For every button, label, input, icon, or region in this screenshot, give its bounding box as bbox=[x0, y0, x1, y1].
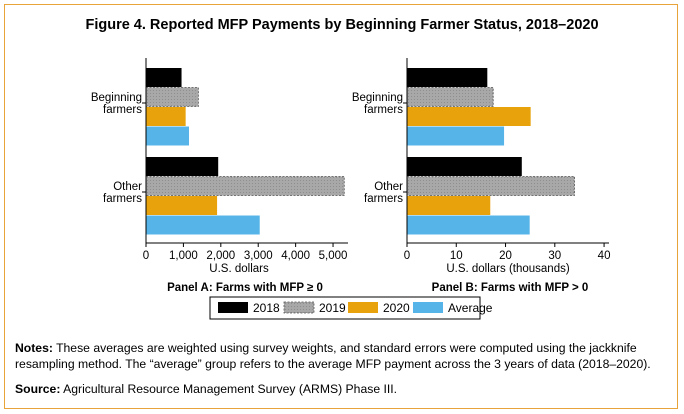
bar-2020-beginning bbox=[146, 107, 186, 126]
bar-2019-other bbox=[145, 176, 345, 196]
legend-swatch-average bbox=[413, 302, 443, 313]
category-label: farmers bbox=[103, 193, 142, 205]
bar-average-beginning bbox=[407, 126, 505, 146]
panel-label: Panel B: Farms with MFP > 0 bbox=[432, 282, 589, 294]
bar-2018-beginning bbox=[146, 68, 182, 87]
bar-2020-beginning bbox=[407, 107, 531, 126]
category-label: farmers bbox=[364, 104, 403, 116]
category-label: farmers bbox=[103, 104, 142, 116]
notes-paragraph: Notes: These averages are weighted using… bbox=[15, 340, 665, 372]
figure-title: Figure 4. Reported MFP Payments by Begin… bbox=[85, 17, 599, 33]
bar-2019-beginning bbox=[406, 87, 494, 107]
x-tick-label: 4,000 bbox=[281, 250, 310, 262]
x-tick-label: 1,000 bbox=[169, 250, 198, 262]
category-label: Beginning bbox=[352, 92, 403, 104]
category-label: Other bbox=[113, 181, 142, 193]
category-label: Beginning bbox=[91, 92, 142, 104]
legend-label-average: Average bbox=[448, 301, 493, 315]
x-tick-label: 40 bbox=[598, 250, 611, 262]
legend: 2018 2019 2020 Average bbox=[209, 296, 493, 320]
legend-box bbox=[209, 296, 481, 320]
source-label: Source: bbox=[15, 382, 61, 396]
bar-2018-other bbox=[146, 157, 219, 176]
x-axis-title: U.S. dollars bbox=[209, 263, 269, 275]
source-line: Source: Agricultural Resource Management… bbox=[15, 382, 397, 396]
bar-2019-other bbox=[406, 176, 575, 196]
x-tick-label: 10 bbox=[450, 250, 463, 262]
bar-2020-other bbox=[146, 196, 218, 215]
source-text: Agricultural Resource Management Survey … bbox=[60, 382, 398, 396]
notes-label: Notes: bbox=[15, 341, 53, 355]
x-tick-label: 30 bbox=[548, 250, 561, 262]
legend-label-2018: 2018 bbox=[253, 301, 280, 315]
bar-2020-other bbox=[407, 196, 491, 215]
bar-2019-beginning bbox=[145, 87, 199, 107]
category-label: Other bbox=[374, 181, 403, 193]
legend-swatch-2019 bbox=[283, 301, 315, 314]
panel-label: Panel A: Farms with MFP ≥ 0 bbox=[167, 282, 323, 294]
bar-average-beginning bbox=[146, 126, 190, 146]
category-label: farmers bbox=[364, 193, 403, 205]
bar-average-other bbox=[407, 215, 530, 235]
x-tick-label: 0 bbox=[143, 250, 149, 262]
x-tick-label: 2,000 bbox=[206, 250, 235, 262]
notes-text: These averages are weighted using survey… bbox=[15, 341, 651, 371]
legend-label-2019: 2019 bbox=[319, 301, 346, 315]
x-tick-label: 5,000 bbox=[319, 250, 348, 262]
bar-2018-beginning bbox=[407, 68, 488, 87]
bar-2018-other bbox=[407, 157, 522, 176]
x-axis-title: U.S. dollars (thousands) bbox=[446, 263, 570, 275]
legend-swatch-2020 bbox=[348, 302, 378, 313]
x-tick-label: 3,000 bbox=[244, 250, 273, 262]
legend-swatch-2018 bbox=[218, 302, 248, 313]
bar-average-other bbox=[146, 215, 260, 235]
x-tick-label: 0 bbox=[404, 250, 410, 262]
x-tick-label: 20 bbox=[499, 250, 512, 262]
legend-label-2020: 2020 bbox=[383, 301, 410, 315]
